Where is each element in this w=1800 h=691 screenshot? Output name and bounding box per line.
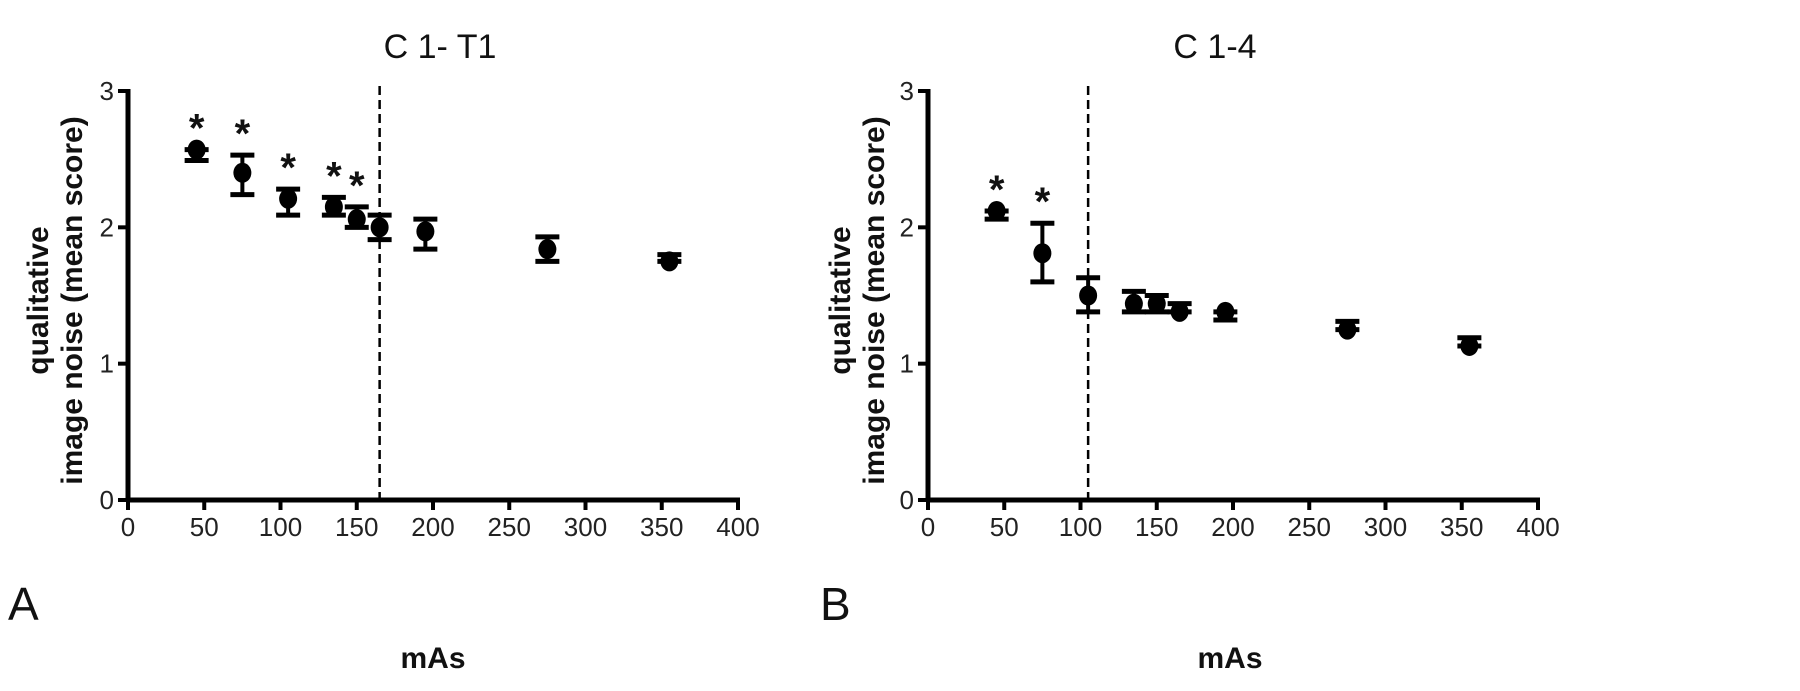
x-tick-label: 50 [190,512,219,542]
data-point [1147,293,1166,314]
significance-asterisk: * [349,164,365,208]
data-point [187,139,206,160]
y-axis-label: qualitative [824,226,857,374]
data-point-group [657,251,682,272]
data-point-group [1144,293,1169,315]
data-point-group [1457,335,1482,356]
data-point-group [367,212,392,243]
y-tick-label: 2 [100,212,114,242]
data-point-group [1167,301,1192,322]
data-point-group [1121,288,1146,315]
chart-title: C 1- T1 [384,28,497,66]
data-point-group: * [276,146,301,218]
data-point [1124,293,1143,314]
data-point [538,239,557,260]
x-tick-label: 300 [564,512,607,542]
data-point [1170,301,1189,322]
data-point [347,209,366,230]
data-point-group [413,216,438,252]
y-tick-label: 0 [100,485,114,515]
data-point [416,221,435,242]
x-tick-label: 200 [1211,512,1254,542]
y-tick-label: 3 [100,76,114,106]
x-tick-label: 400 [716,512,759,542]
panel-label: B [820,578,851,630]
y-tick-label: 1 [100,349,114,379]
data-point-group [1213,301,1238,323]
data-point [660,251,679,272]
data-point-group [535,234,560,264]
x-tick-label: 100 [1059,512,1102,542]
data-point-group [1076,275,1101,315]
x-tick-label: 250 [1288,512,1331,542]
data-point [1033,243,1052,264]
data-point [987,200,1006,221]
x-tick-label: 50 [990,512,1019,542]
data-point-group: * [344,164,369,230]
panel-label: A [8,578,39,630]
x-tick-label: 400 [1516,512,1559,542]
data-point-group: * [984,168,1009,222]
x-tick-label: 0 [121,512,135,542]
significance-asterisk: * [280,146,296,190]
x-tick-label: 350 [1440,512,1483,542]
significance-asterisk: * [1035,180,1051,224]
data-point [279,188,298,209]
data-point [1216,301,1235,322]
x-tick-label: 250 [488,512,531,542]
data-point [370,217,389,238]
y-tick-label: 3 [900,76,914,106]
x-tick-label: 300 [1364,512,1407,542]
data-point-group: * [321,154,346,218]
significance-asterisk: * [326,154,342,198]
x-axis-label: mAs [400,642,465,675]
y-tick-label: 1 [900,349,914,379]
x-axis-label: mAs [1197,642,1262,675]
significance-asterisk: * [189,107,205,151]
y-tick-label: 2 [900,212,914,242]
x-tick-label: 0 [921,512,935,542]
data-point [233,162,252,183]
x-tick-label: 150 [1135,512,1178,542]
x-tick-label: 150 [335,512,378,542]
data-point-group: * [184,107,209,164]
x-tick-label: 100 [259,512,302,542]
y-tick-label: 0 [900,485,914,515]
data-point-group: * [1030,180,1055,285]
data-point [1460,335,1479,356]
x-tick-label: 350 [640,512,683,542]
significance-asterisk: * [989,168,1005,212]
data-point [324,196,343,217]
chart-title: C 1-4 [1173,28,1256,66]
significance-asterisk: * [235,112,251,156]
y-axis-label: image noise (mean score) [858,116,891,484]
x-tick-label: 200 [411,512,454,542]
data-point-group: * [230,112,255,198]
data-point-group [1335,318,1360,340]
data-point [1338,319,1357,340]
data-point [1079,285,1098,306]
y-axis-label: qualitative [22,226,55,374]
y-axis-label: image noise (mean score) [56,116,89,484]
